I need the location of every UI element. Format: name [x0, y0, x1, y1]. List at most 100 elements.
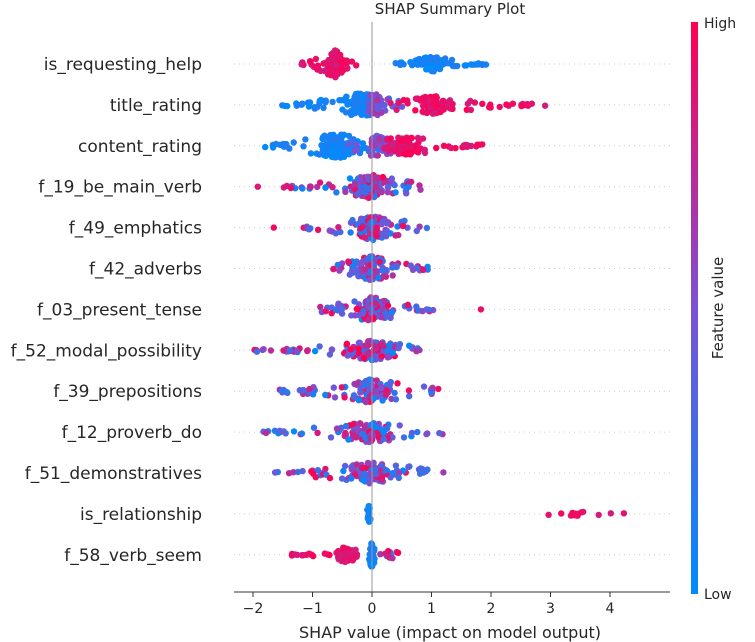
shap-point: [389, 141, 396, 148]
shap-point: [362, 377, 369, 385]
shap-point: [342, 558, 349, 566]
shap-point: [408, 61, 416, 69]
shap-point: [353, 147, 360, 154]
shap-point: [341, 462, 349, 470]
shap-point: [305, 226, 313, 233]
shap-point: [496, 103, 503, 111]
shap-point: [387, 99, 394, 107]
shap-point: [432, 54, 439, 62]
shap-point: [326, 227, 333, 234]
shap-point: [438, 99, 445, 106]
shap-point: [396, 469, 403, 477]
shap-point: [357, 92, 365, 99]
shap-point: [607, 510, 614, 517]
shap-point: [298, 61, 305, 68]
shap-point: [401, 217, 408, 224]
shap-point: [404, 301, 412, 308]
shap-point: [333, 425, 341, 432]
shap-point: [394, 380, 401, 387]
shap-point: [367, 434, 374, 442]
shap-point: [299, 467, 306, 475]
shap-point: [359, 258, 367, 265]
shap-point: [399, 222, 407, 230]
shap-point: [317, 96, 325, 104]
shap-point: [467, 106, 475, 114]
shap-point: [392, 232, 399, 239]
shap-point: [370, 459, 377, 466]
shap-point: [386, 381, 393, 388]
shap-point: [409, 266, 417, 273]
x-tick-label: 4: [606, 601, 615, 617]
shap-point: [420, 109, 427, 116]
shap-point: [339, 305, 346, 312]
shap-point: [420, 383, 428, 390]
shap-point: [314, 226, 322, 233]
shap-point: [333, 61, 340, 69]
shap-point: [367, 469, 374, 477]
shap-point: [322, 184, 329, 191]
shap-point: [364, 459, 372, 467]
shap-point: [352, 546, 359, 553]
shap-point: [350, 392, 358, 400]
shap-point: [354, 425, 361, 432]
shap-point: [373, 233, 380, 240]
shap-point: [424, 430, 431, 437]
shap-point: [448, 60, 455, 67]
shap-point: [421, 146, 428, 153]
shap-point: [342, 109, 350, 116]
shap-point: [312, 55, 320, 63]
shap-point: [419, 102, 427, 110]
shap-point: [412, 107, 419, 114]
shap-point: [310, 552, 317, 560]
shap-point: [299, 185, 306, 192]
shap-point: [306, 385, 313, 393]
shap-point: [353, 461, 360, 468]
shap-point: [347, 229, 354, 236]
shap-point: [347, 346, 354, 353]
shap-point: [423, 306, 430, 313]
shap-point: [388, 308, 396, 316]
shap-point: [419, 95, 426, 102]
shap-point: [377, 313, 385, 321]
shap-point: [463, 62, 470, 69]
shap-point: [334, 261, 341, 269]
shap-point: [373, 387, 380, 394]
shap-point: [322, 308, 329, 315]
shap-point: [379, 340, 386, 348]
shap-point: [311, 347, 319, 355]
shap-point: [355, 397, 362, 404]
shap-point: [298, 552, 306, 559]
shap-point: [503, 101, 510, 108]
shap-point: [366, 505, 373, 512]
shap-point: [370, 395, 377, 402]
shap-point: [365, 316, 372, 323]
shap-point: [317, 303, 324, 311]
feature-label-f-52-modal-possibility: f_52_modal_possibility: [11, 341, 202, 361]
shap-point: [420, 266, 427, 273]
shap-point: [342, 429, 349, 437]
shap-point: [380, 429, 387, 436]
shap-point: [270, 224, 277, 231]
shap-point: [290, 139, 297, 146]
shap-point: [392, 462, 400, 469]
shap-point: [310, 470, 317, 477]
feature-label-f-58-verb-seem: f_58_verb_seem: [64, 546, 202, 566]
shap-point: [336, 97, 343, 104]
shap-point: [356, 420, 364, 427]
shap-point: [352, 180, 359, 187]
shap-point: [518, 102, 525, 110]
shap-point: [449, 100, 456, 108]
shap-point: [397, 137, 404, 144]
shap-point: [336, 267, 343, 274]
shap-point: [367, 230, 374, 238]
feature-label-is-relationship: is_relationship: [80, 505, 202, 525]
shap-point: [391, 389, 398, 397]
shap-point: [402, 137, 409, 144]
shap-point: [290, 428, 298, 435]
shap-point: [300, 143, 307, 150]
shap-point: [413, 142, 420, 149]
shap-point: [342, 422, 350, 430]
feature-label-f-42-adverbs: f_42_adverbs: [89, 260, 202, 280]
shap-point: [392, 189, 399, 196]
